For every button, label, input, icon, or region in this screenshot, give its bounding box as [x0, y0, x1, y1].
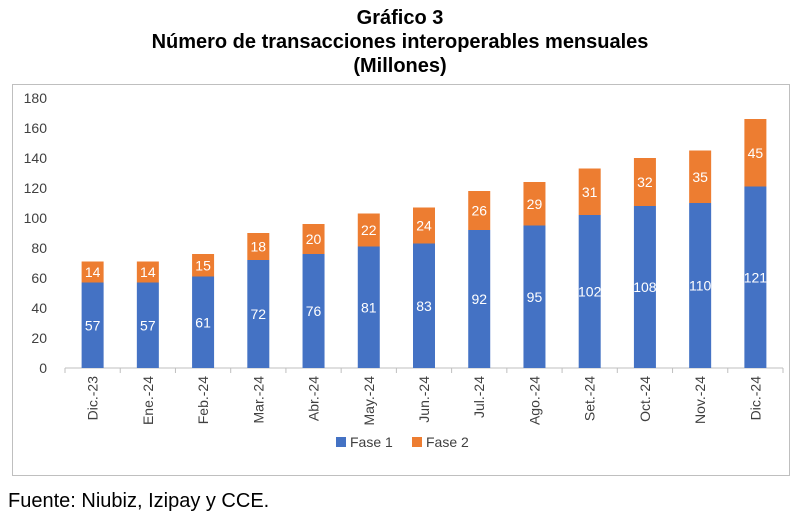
- data-label-fase2: 24: [416, 218, 432, 234]
- x-tick-label: Set.-24: [582, 376, 598, 421]
- bar-fase1: [247, 260, 270, 368]
- data-label-fase1: 102: [578, 284, 602, 300]
- x-tick-label: Dic.-23: [85, 376, 101, 421]
- bar-fase2: [413, 207, 435, 244]
- bar-fase2: [81, 261, 104, 283]
- bar-fase2: [192, 254, 215, 277]
- bar-fase2: [357, 213, 380, 247]
- bar-fase2: [302, 224, 325, 254]
- data-label-fase1: 108: [633, 279, 657, 295]
- x-tick-label: Nov.-24: [692, 376, 708, 424]
- chart-title-block: Gráfico 3 Número de transacciones intero…: [0, 6, 800, 78]
- data-label-fase2: 15: [195, 257, 211, 273]
- bar-fase2: [247, 233, 270, 260]
- data-label-fase2: 14: [85, 264, 101, 280]
- data-label-fase2: 31: [582, 184, 598, 200]
- data-label-fase1: 57: [85, 317, 101, 333]
- data-label-fase1: 110: [689, 278, 712, 294]
- data-label-fase1: 81: [361, 299, 377, 315]
- data-label-fase1: 92: [471, 291, 487, 307]
- data-label-fase2: 22: [361, 222, 377, 238]
- legend-fase1-swatch: [336, 437, 346, 447]
- x-tick-label: Mar.-24: [250, 376, 266, 424]
- chart-frame: 0 20 40 60 80 100 120 140 160 180 57 14 Dic.-23 57 14 E…: [12, 84, 790, 476]
- x-tick-label: Ene.-24: [140, 376, 156, 425]
- bar-fase1: [81, 282, 104, 368]
- bar-fase1: [357, 246, 380, 368]
- bar-fase1: [302, 254, 325, 368]
- x-tick-label: Oct.-24: [637, 376, 653, 422]
- x-tick-label: Jun.-24: [416, 376, 432, 423]
- x-tick-label: Jul.-24: [471, 376, 487, 418]
- data-label-fase2: 35: [692, 169, 708, 185]
- bar-fase1: [578, 215, 601, 368]
- bar-fase2: [744, 119, 767, 187]
- data-label-fase2: 32: [637, 174, 653, 190]
- x-tick-label: Abr.-24: [306, 376, 322, 421]
- bar-fase2: [468, 191, 491, 230]
- y-tick-label: 40: [31, 300, 47, 316]
- data-label-fase1: 72: [251, 306, 267, 322]
- bar-fase1: [633, 206, 656, 368]
- x-tick-label: May.-24: [361, 376, 377, 426]
- x-tick-label: Feb.-24: [195, 376, 211, 424]
- bar-fase1: [744, 186, 767, 368]
- bar-fase2: [633, 158, 656, 206]
- y-tick-label: 100: [24, 210, 48, 226]
- data-label-fase2: 45: [748, 145, 764, 161]
- legend-fase2-label: Fase 2: [426, 434, 469, 450]
- bar-fase1: [523, 225, 546, 368]
- bar-fase2: [523, 182, 546, 226]
- bar-fase2: [689, 150, 712, 203]
- bar-fase1: [136, 282, 159, 368]
- bar-fase1: [468, 230, 491, 368]
- bar-fase2: [578, 168, 601, 215]
- stacked-bar-chart: 0 20 40 60 80 100 120 140 160 180 57 14 Dic.-23 57 14 E…: [24, 90, 784, 450]
- bar-fase1: [192, 276, 215, 368]
- chart-subtitle: Número de transacciones interoperables m…: [151, 31, 649, 53]
- y-tick-label: 180: [24, 90, 48, 106]
- y-tick-label: 160: [24, 120, 48, 136]
- data-label-fase1: 57: [140, 317, 156, 333]
- data-label-fase2: 18: [251, 239, 267, 255]
- data-label-fase1: 83: [416, 298, 432, 314]
- bar-fase1: [413, 243, 435, 368]
- x-tick-label: Dic.-24: [747, 376, 763, 421]
- chart-title: Gráfico 3: [356, 7, 444, 29]
- legend-fase1-label: Fase 1: [350, 434, 393, 450]
- chart-unit: (Millones): [353, 55, 447, 77]
- data-label-fase1: 121: [744, 269, 768, 285]
- data-label-fase1: 76: [306, 303, 322, 319]
- y-tick-label: 60: [31, 270, 47, 286]
- y-tick-label: 120: [24, 180, 48, 196]
- source-note: Fuente: Niubiz, Izipay y CCE.: [8, 490, 270, 512]
- data-label-fase1: 61: [195, 314, 211, 330]
- y-tick-label: 20: [31, 330, 47, 346]
- data-label-fase2: 26: [471, 203, 487, 219]
- data-label-fase1: 95: [527, 289, 543, 305]
- y-tick-label: 140: [24, 150, 48, 166]
- legend-fase2-swatch: [412, 437, 422, 447]
- y-tick-label: 0: [39, 360, 47, 376]
- bar-fase1: [689, 203, 712, 368]
- y-tick-label: 80: [31, 240, 47, 256]
- bar-fase2: [136, 261, 159, 283]
- data-label-fase2: 29: [527, 196, 543, 212]
- data-label-fase2: 20: [306, 231, 322, 247]
- data-label-fase2: 14: [140, 264, 156, 280]
- x-tick-label: Ago.-24: [526, 376, 542, 425]
